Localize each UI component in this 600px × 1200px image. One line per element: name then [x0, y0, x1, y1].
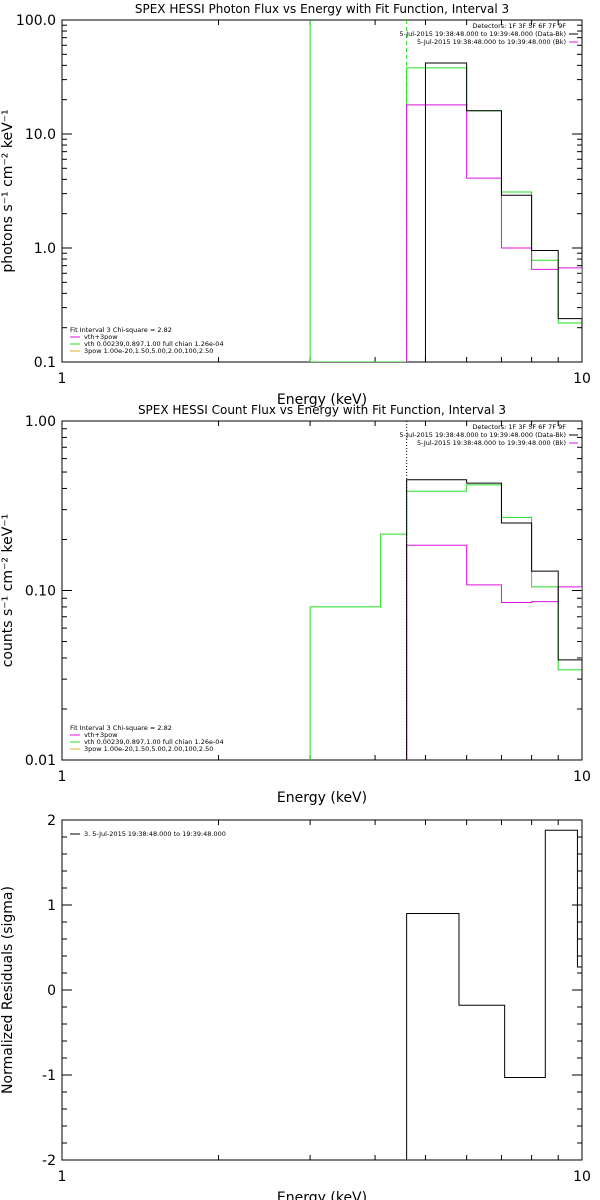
y-axis-ticks [62, 428, 582, 761]
data-area [309, 421, 582, 760]
y-axis-label: counts s⁻¹ cm⁻² keV⁻¹ [0, 514, 16, 668]
chart-panel-2: SPEX HESSI Count Flux vs Energy with Fit… [0, 403, 591, 806]
plot-frame [61, 420, 583, 761]
detector-header-line: 5-Jul-2015 19:38:48.000 to 19:39:48.000 … [399, 431, 566, 439]
y-axis-ticks [62, 819, 582, 1161]
plot-frame [61, 19, 583, 363]
legend-entry: 3pow 1.00e-20,1.50,5.00,2.00,100,2.50 [84, 347, 213, 355]
series-step-line [424, 62, 582, 362]
y-tick-label: -2 [42, 1153, 56, 1169]
y-tick-label: 0.01 [25, 753, 56, 769]
legend-title: Fit Interval 3 Chi-square = 2.82 [70, 724, 172, 732]
y-tick-label: 2 [47, 813, 56, 829]
x-tick-label: 1 [58, 769, 67, 785]
x-tick-label: 10 [573, 1169, 591, 1185]
y-axis-ticks [62, 24, 582, 363]
data-area [406, 829, 582, 1160]
legend-title: Fit Interval 3 Chi-square = 2.82 [70, 326, 172, 334]
detector-header-line: Detectors: 1F 3F 5F 6F 7F 9F [472, 423, 566, 431]
plot-frame [61, 819, 583, 1161]
detector-header-line: 5-Jul-2015 19:38:48.000 to 19:39:48.000 … [399, 30, 566, 38]
detector-header-line: 5-Jul-2015 19:38:48.000 to 19:39:48.000 … [417, 38, 566, 46]
y-tick-label: 10.0 [25, 127, 56, 143]
chart-panel-3: 1 10 -2 -1 0 1 2 Energy (keV) Normalized Residua… [0, 813, 591, 1200]
y-tick-label: 100.0 [16, 13, 56, 29]
legend-entry: vth 0.00239,0.897,1.00 full chian 1.26e-… [84, 738, 224, 746]
y-tick-label: 0.1 [34, 355, 56, 371]
y-tick-label: -1 [42, 1068, 56, 1084]
y-tick-label: 0 [47, 983, 56, 999]
x-axis-label: Energy (keV) [277, 1190, 367, 1200]
y-axis-label: Normalized Residuals (sigma) [0, 886, 16, 1094]
series-step-line [406, 104, 582, 362]
detector-header-line: Detectors: 1F 3F 5F 6F 7F 9F [472, 22, 566, 30]
y-axis-label: photons s⁻¹ cm⁻² keV⁻¹ [0, 109, 16, 272]
x-axis-ticks [61, 20, 583, 362]
data-area [309, 20, 582, 362]
x-tick-label: 10 [573, 769, 591, 785]
x-axis-ticks [61, 820, 583, 1160]
series-step-line [309, 484, 582, 760]
series-step-line [406, 479, 582, 760]
y-tick-label: 0.10 [25, 584, 56, 600]
series-step-line [406, 544, 582, 760]
x-tick-label: 10 [573, 371, 591, 387]
legend-entry: 3pow 1.00e-20,1.50,5.00,2.00,100,2.50 [84, 745, 213, 753]
legend-entry: vth 0.00239,0.897,1.00 full chian 1.26e-… [84, 340, 224, 348]
chart-title: SPEX HESSI Photon Flux vs Energy with Fi… [135, 2, 509, 16]
x-axis-label: Energy (keV) [277, 392, 367, 408]
chart-panel-1: SPEX HESSI Photon Flux vs Energy with Fi… [0, 2, 591, 408]
x-tick-label: 1 [58, 371, 67, 387]
detector-header-line: 5-Jul-2015 19:38:48.000 to 19:39:48.000 … [417, 439, 566, 447]
chart-title: SPEX HESSI Count Flux vs Energy with Fit… [138, 403, 506, 417]
y-tick-label: 1 [47, 898, 56, 914]
legend-entry: vth+3pow [84, 333, 118, 341]
legend-entry: vth+3pow [84, 731, 118, 739]
x-axis-ticks [61, 421, 583, 760]
series-step-line [406, 829, 582, 1160]
series-step-line [310, 67, 582, 362]
legend-entry: 3. 5-Jul-2015 19:38:48.000 to 19:39:48.0… [84, 830, 226, 838]
y-tick-label: 1.00 [25, 414, 56, 430]
y-tick-label: 1.0 [34, 241, 56, 257]
x-tick-label: 1 [58, 1169, 67, 1185]
x-axis-label: Energy (keV) [277, 790, 367, 806]
